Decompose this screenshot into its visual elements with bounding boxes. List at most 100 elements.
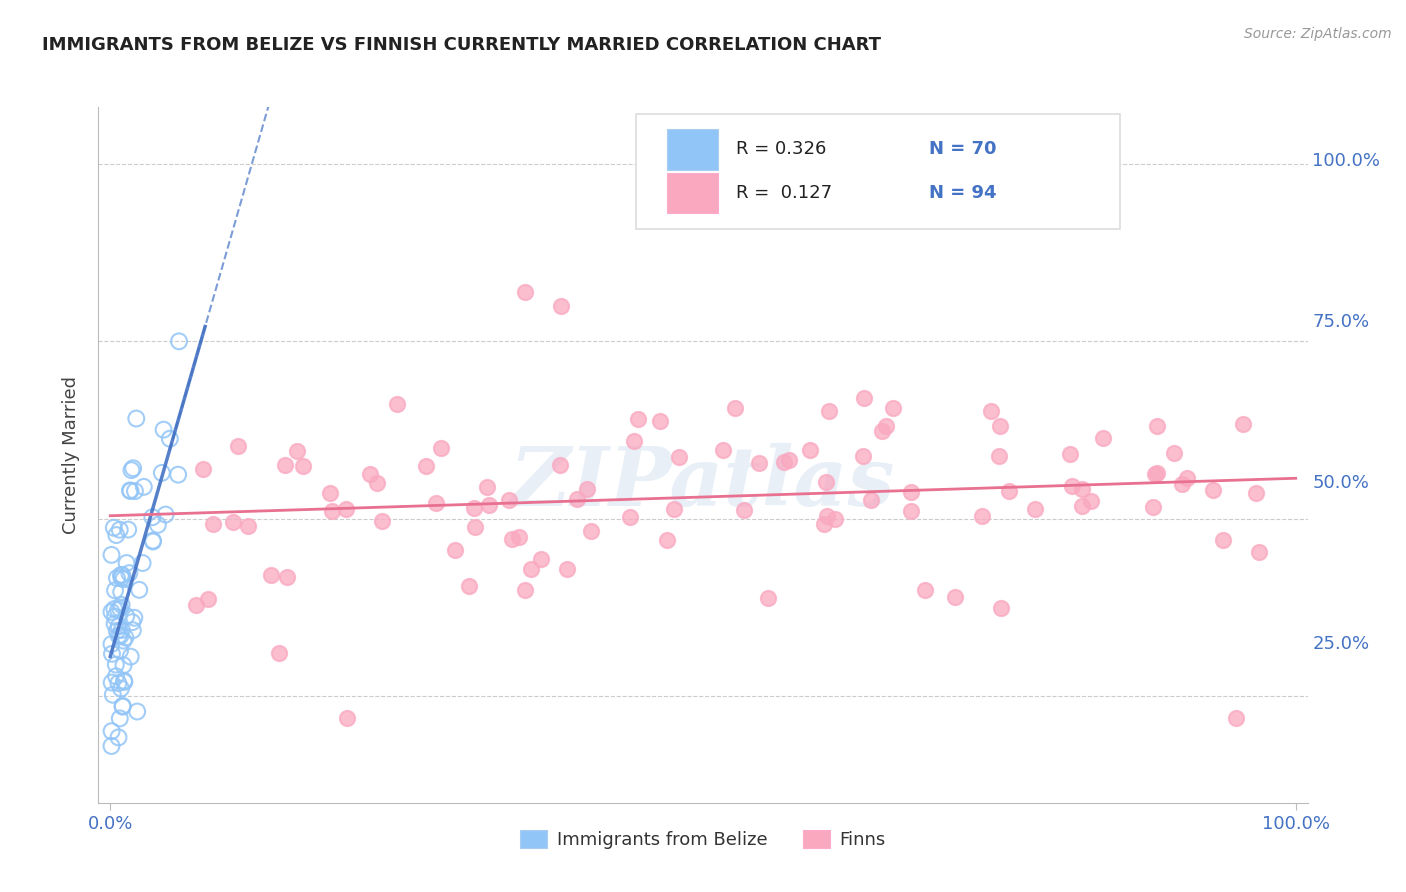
Y-axis label: Currently Married: Currently Married [62, 376, 80, 534]
Point [425, 496, 447, 510]
Point [122, 461, 145, 475]
Point [733, 503, 755, 517]
Point [155, 508, 177, 522]
Point [815, 475, 838, 490]
Point [972, 509, 994, 524]
Point [110, 585, 132, 599]
Point [159, 432, 181, 446]
Point [824, 512, 846, 526]
Text: Source: ZipAtlas.com: Source: ZipAtlas.com [1244, 27, 1392, 41]
Point [799, 443, 821, 458]
Point [141, 510, 163, 524]
Legend: Immigrants from Belize, Finns: Immigrants from Belize, Finns [513, 822, 893, 856]
Point [458, 579, 481, 593]
Point [197, 591, 219, 606]
Point [366, 476, 388, 491]
Point [1080, 494, 1102, 508]
Point [118, 483, 141, 498]
Point [501, 532, 523, 546]
Text: N = 70: N = 70 [929, 140, 997, 159]
Point [132, 480, 155, 494]
Point [104, 657, 127, 672]
Point [852, 391, 875, 405]
Point [581, 524, 603, 538]
Point [711, 442, 734, 457]
Point [875, 419, 897, 434]
Point [150, 466, 173, 480]
Point [900, 504, 922, 518]
Point [515, 285, 537, 299]
Point [121, 615, 143, 630]
Point [914, 582, 936, 597]
Point [274, 458, 297, 472]
Point [648, 414, 671, 428]
Point [818, 403, 841, 417]
Point [1244, 486, 1267, 500]
Point [1092, 431, 1115, 445]
Point [125, 411, 148, 425]
Point [108, 601, 131, 615]
Point [114, 631, 136, 645]
Text: N = 94: N = 94 [929, 185, 997, 202]
Point [980, 404, 1002, 418]
Point [111, 598, 134, 612]
Point [990, 600, 1012, 615]
Point [118, 566, 141, 581]
Point [882, 401, 904, 415]
Point [1144, 467, 1167, 482]
Point [112, 658, 135, 673]
Point [152, 423, 174, 437]
Point [988, 419, 1011, 434]
Point [668, 450, 690, 465]
Point [550, 458, 572, 472]
Point [464, 519, 486, 533]
Point [103, 521, 125, 535]
Point [105, 669, 128, 683]
Point [124, 484, 146, 499]
Point [107, 619, 129, 633]
Point [110, 681, 132, 696]
Point [107, 676, 129, 690]
Point [371, 514, 394, 528]
Point [110, 571, 132, 585]
Point [1171, 477, 1194, 491]
Point [619, 509, 641, 524]
Point [748, 456, 770, 470]
Point [108, 643, 131, 657]
Point [997, 483, 1019, 498]
Point [101, 647, 124, 661]
Point [778, 453, 800, 467]
Point [1062, 479, 1084, 493]
Point [103, 616, 125, 631]
Point [336, 710, 359, 724]
Text: R = 0.326: R = 0.326 [735, 140, 825, 159]
Point [131, 556, 153, 570]
Point [105, 624, 128, 638]
Point [943, 590, 966, 604]
Point [319, 486, 342, 500]
Point [104, 583, 127, 598]
Text: R =  0.127: R = 0.127 [735, 185, 832, 202]
Point [443, 542, 465, 557]
Point [773, 455, 796, 469]
Bar [666, 129, 717, 169]
Point [108, 523, 131, 537]
Point [107, 603, 129, 617]
Point [477, 498, 499, 512]
Point [1232, 417, 1254, 431]
Point [111, 568, 134, 582]
Point [291, 458, 314, 473]
Point [515, 582, 537, 597]
Point [111, 699, 134, 714]
Point [385, 396, 408, 410]
Point [107, 731, 129, 745]
Point [110, 629, 132, 643]
Point [1249, 545, 1271, 559]
Bar [666, 173, 717, 213]
Point [112, 674, 135, 689]
Point [111, 623, 134, 637]
Point [627, 412, 650, 426]
Point [276, 569, 298, 583]
Point [900, 485, 922, 500]
Point [120, 649, 142, 664]
